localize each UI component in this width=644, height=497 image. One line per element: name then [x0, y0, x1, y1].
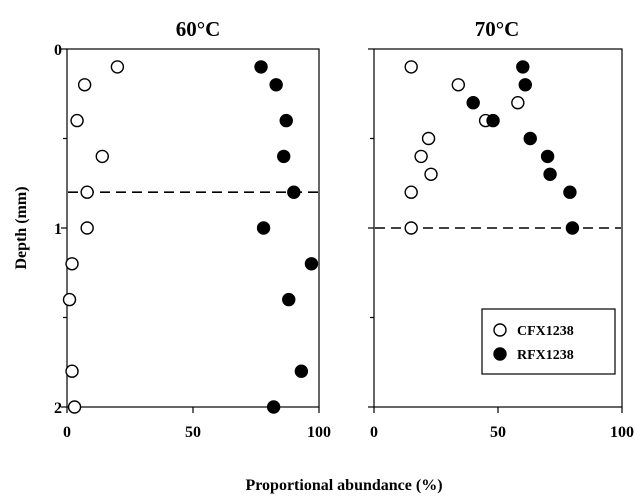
point-rfx1238-60c-1	[269, 78, 283, 92]
point-cfx1238-60c-2	[70, 113, 84, 128]
point-rfx1238-70c-0	[516, 60, 530, 74]
point-rfx1238-60c-5	[256, 221, 271, 235]
panel-60c: 60°C 0 1 2 0 50 100	[54, 17, 331, 441]
legend-marker-rfx1238	[493, 347, 507, 361]
point-rfx1238-60c-0	[254, 60, 268, 74]
point-cfx1238-60c-6	[65, 257, 79, 271]
x-tick-label-100-70c: 100	[610, 424, 634, 441]
point-rfx1238-70c-8	[565, 221, 580, 235]
panel-70c: 70°C 0 50 100 CFX1238 RFX1238	[368, 17, 634, 441]
y-axis-label: Depth (mm)	[13, 186, 30, 269]
point-cfx1238-70c-8	[511, 95, 525, 110]
x-tick-label-0-60c: 0	[63, 424, 71, 441]
point-cfx1238-60c-4	[80, 185, 94, 199]
point-cfx1238-60c-8	[65, 364, 79, 378]
point-cfx1238-60c-3	[95, 149, 109, 164]
point-rfx1238-60c-6	[304, 257, 319, 271]
plot-frame-60c	[66, 48, 320, 408]
point-rfx1238-60c-2	[279, 113, 293, 128]
x-tick-label-100-60c: 100	[307, 424, 331, 441]
point-rfx1238-70c-7	[563, 185, 577, 199]
point-rfx1238-60c-9	[266, 400, 281, 414]
point-cfx1238-60c-9	[67, 400, 82, 414]
point-rfx1238-70c-1	[518, 78, 532, 92]
point-rfx1238-70c-5	[540, 149, 555, 164]
legend-marker-cfx1238	[493, 323, 507, 337]
point-rfx1238-70c-2	[466, 95, 480, 110]
point-rfx1238-60c-4	[287, 185, 301, 199]
point-cfx1238-70c-1	[451, 78, 466, 92]
point-rfx1238-70c-6	[543, 167, 557, 182]
point-cfx1238-70c-6	[404, 185, 418, 199]
panel-title-70c: 70°C	[475, 17, 520, 41]
point-cfx1238-70c-4	[414, 149, 428, 164]
legend: CFX1238 RFX1238	[481, 308, 616, 375]
point-rfx1238-70c-4	[523, 131, 537, 146]
legend-box	[481, 308, 616, 375]
point-cfx1238-70c-3	[421, 131, 436, 146]
x-tick-label-50-60c: 50	[185, 424, 201, 441]
point-rfx1238-60c-7	[282, 292, 296, 307]
panel-title-60c: 60°C	[176, 17, 221, 41]
legend-label-rfx1238: RFX1238	[517, 348, 574, 363]
point-rfx1238-60c-3	[277, 149, 291, 164]
y-tick-label-2: 2	[54, 400, 62, 417]
x-axis-label: Proportional abundance (%)	[245, 477, 442, 494]
legend-label-cfx1238: CFX1238	[517, 324, 574, 339]
point-cfx1238-70c-5	[424, 167, 438, 182]
y-tick-label-1: 1	[54, 221, 62, 238]
point-cfx1238-60c-5	[80, 221, 94, 235]
point-cfx1238-60c-7	[62, 292, 77, 307]
x-tick-label-50-70c: 50	[490, 424, 506, 441]
x-tick-label-0-70c: 0	[370, 424, 378, 441]
point-rfx1238-70c-3	[486, 113, 500, 128]
point-rfx1238-60c-8	[294, 364, 309, 378]
point-cfx1238-70c-7	[404, 221, 418, 235]
y-tick-label-0: 0	[54, 42, 62, 59]
point-cfx1238-60c-0	[110, 60, 125, 74]
point-cfx1238-60c-1	[77, 78, 92, 92]
point-cfx1238-70c-0	[404, 60, 418, 74]
